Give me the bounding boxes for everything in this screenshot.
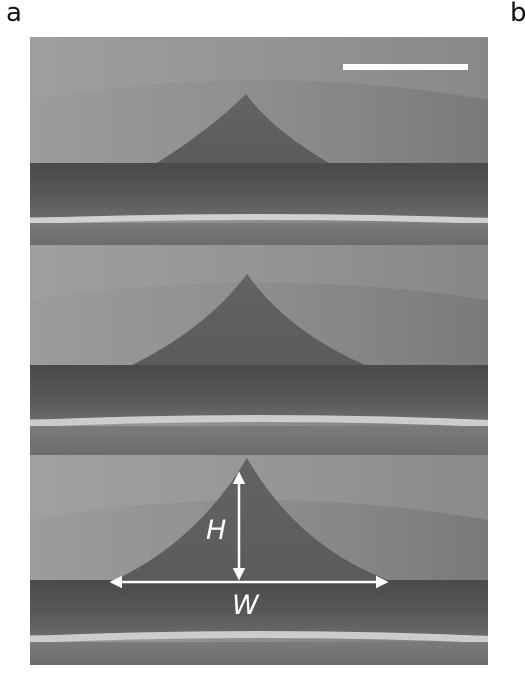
panel-label-a: a [6,0,22,28]
peak-shape [108,458,396,583]
micrograph-panel-3: H W [30,455,488,665]
panel-label-b: b [510,0,525,28]
width-label: W [232,590,260,621]
micrograph-panel-1 [30,37,488,245]
height-label: H [206,515,226,546]
peak-shape [126,274,372,368]
peak-shape [152,94,334,166]
scale-bar [343,64,468,70]
micrograph-panel-2 [30,245,488,455]
